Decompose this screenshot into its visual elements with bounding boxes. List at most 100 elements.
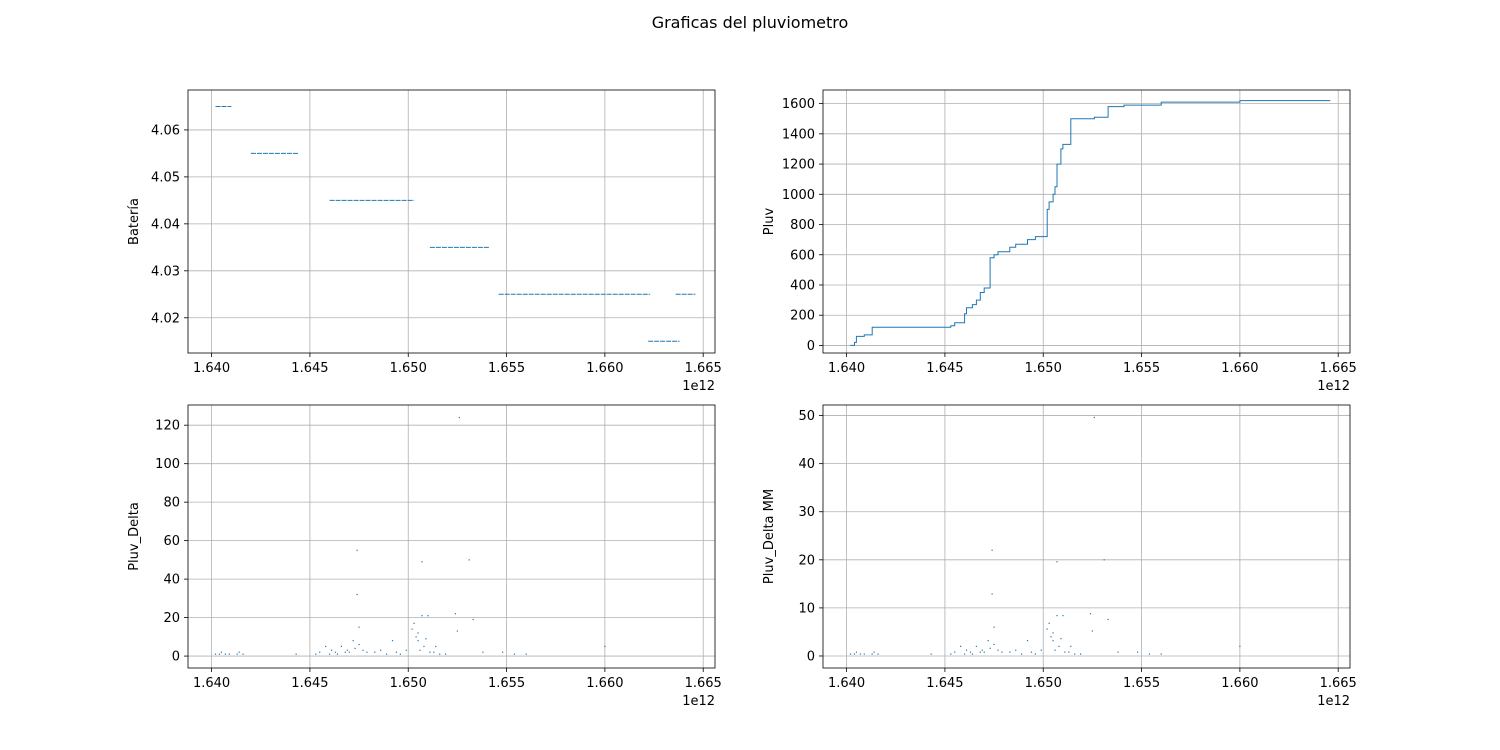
x-tick-label: 1.650 [1025, 676, 1062, 691]
data-point [482, 651, 484, 653]
y-tick-label: 1400 [782, 127, 815, 142]
y-tick-label: 50 [798, 409, 815, 424]
data-point [454, 613, 457, 615]
data-point [989, 647, 991, 649]
data-point [405, 649, 407, 651]
data-point [963, 653, 966, 655]
data-point [1056, 561, 1058, 563]
data-point [1137, 651, 1139, 653]
y-tick-label: 4.06 [151, 123, 180, 138]
y-tick-label: 1600 [782, 97, 815, 112]
data-point [960, 645, 962, 647]
pluv-series-line [850, 100, 1331, 346]
data-point [1070, 645, 1072, 647]
data-point [362, 649, 364, 651]
data-point [1054, 649, 1056, 651]
data-point [415, 636, 417, 638]
data-point [965, 649, 968, 651]
y-tick-label: 20 [798, 553, 815, 568]
data-point [358, 643, 360, 646]
x-tick-label: 1.640 [193, 361, 230, 376]
data-point [1026, 639, 1029, 642]
pluv-chart-panel: 1.640 1.645 1.650 1.655 1.660 1.665 0 200 400 600… [762, 89, 1357, 394]
data-point [930, 653, 932, 655]
x-offset-label: 1e12 [682, 379, 715, 394]
data-point [1040, 649, 1042, 651]
data-point [997, 649, 999, 651]
data-point [417, 640, 419, 642]
y-tick-label: 60 [163, 534, 180, 549]
data-point [242, 653, 244, 655]
data-point [366, 651, 368, 653]
data-point [358, 626, 360, 628]
y-tick-label: 100 [155, 457, 180, 472]
data-point [325, 645, 327, 648]
figure-title: Graficas del pluviometro [652, 13, 849, 32]
data-point [975, 645, 977, 647]
x-offset-label: 1e12 [682, 694, 715, 709]
data-point [295, 653, 297, 655]
data-point [423, 645, 425, 648]
data-point [319, 651, 321, 653]
x-tick-label: 1.665 [1320, 361, 1357, 376]
data-point [433, 651, 435, 653]
x-tick-label: 1.655 [488, 676, 525, 691]
x-tick-label: 1.665 [685, 676, 722, 691]
data-point [220, 651, 223, 653]
x-tick-label: 1.645 [291, 676, 328, 691]
axes-frame [187, 89, 716, 354]
data-point [236, 653, 238, 655]
data-point [877, 653, 879, 655]
data-point [855, 651, 858, 653]
data-point [871, 653, 873, 655]
data-point [1080, 653, 1082, 655]
data-point [468, 559, 470, 561]
x-tick-label: 1.645 [291, 361, 328, 376]
x-tick-label: 1.650 [390, 676, 427, 691]
data-point [991, 549, 993, 551]
data-point [853, 653, 856, 655]
data-point [238, 651, 240, 653]
data-point [1089, 613, 1092, 615]
data-point [356, 549, 358, 551]
x-tick-label: 1.640 [828, 361, 865, 376]
data-point [411, 628, 413, 630]
y-tick-label: 800 [790, 218, 815, 233]
data-point [1093, 416, 1095, 419]
data-point [429, 651, 431, 653]
data-point [315, 653, 317, 655]
data-point [983, 651, 985, 653]
data-point [863, 653, 865, 655]
y-tick-label: 4.02 [151, 311, 180, 326]
data-point [1009, 651, 1011, 653]
x-tick-label: 1.660 [586, 676, 623, 691]
data-point [348, 651, 350, 653]
data-point [354, 647, 356, 649]
y-tick-label: 4.03 [151, 264, 180, 279]
pluv-delta-chart-panel: 1.640 1.645 1.650 1.655 1.660 1.665 0 20 40 60 80 1… [127, 404, 722, 709]
x-tick-label: 1.645 [926, 676, 963, 691]
data-point [1103, 559, 1105, 561]
data-point [334, 651, 337, 653]
data-point [421, 561, 423, 563]
x-tick-label: 1.655 [1123, 361, 1160, 376]
data-point [340, 645, 342, 648]
data-point [218, 653, 221, 655]
data-point [1062, 614, 1064, 617]
x-tick-label: 1.655 [1123, 676, 1160, 691]
data-point [513, 653, 516, 655]
y-tick-label: 4.05 [151, 170, 180, 185]
data-point [1001, 651, 1003, 653]
y-tick-label: 10 [798, 601, 815, 616]
axes-frame [822, 404, 1351, 669]
y-axis-label: Batería [127, 198, 142, 245]
x-tick-label: 1.640 [193, 676, 230, 691]
x-tick-label: 1.660 [1221, 361, 1258, 376]
data-point [1064, 651, 1066, 653]
y-tick-label: 0 [807, 649, 815, 664]
data-point [1060, 638, 1062, 640]
x-offset-label: 1e12 [1317, 379, 1350, 394]
y-tick-label: 1000 [782, 188, 815, 203]
y-tick-label: 400 [790, 278, 815, 293]
data-point [336, 653, 339, 655]
